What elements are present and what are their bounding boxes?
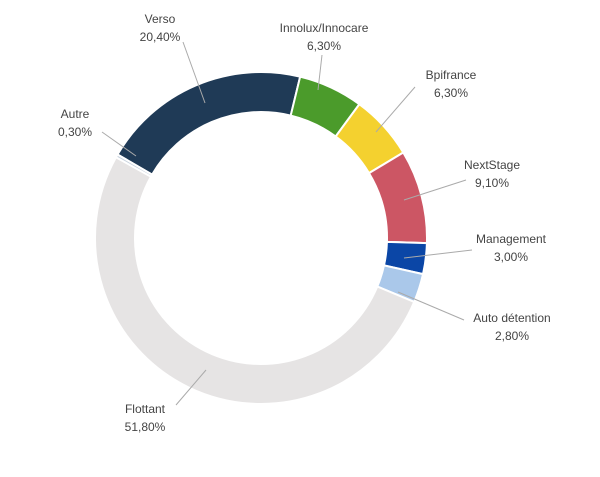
leader-line-bpifrance [375, 86, 416, 133]
label-autre: Autre 0,30% [57, 107, 93, 139]
leader-line-nextstage [403, 179, 467, 201]
label-management: Management 3,00% [475, 232, 547, 264]
leader-line-innolux-innocare [317, 54, 323, 91]
leader-line-auto-d-tention [397, 291, 465, 321]
label-nextstage: NextStage 9,10% [463, 158, 521, 190]
label-innolux: Innolux/Innocare 6,30% [279, 21, 369, 53]
label-auto-detention: Auto détention 2,80% [473, 311, 551, 343]
label-flottant: Flottant 51,80% [124, 402, 166, 434]
leader-line-verso [182, 41, 206, 104]
label-verso: Verso 20,40% [139, 12, 181, 44]
label-bpifrance: Bpifrance 6,30% [425, 68, 477, 100]
leader-line-management [403, 249, 473, 259]
leader-line-flottant [175, 369, 207, 406]
slice-flottant[interactable] [93, 155, 416, 405]
slice-verso[interactable] [116, 71, 302, 176]
slice-autre[interactable] [114, 153, 154, 179]
leader-line-autre [101, 131, 137, 157]
